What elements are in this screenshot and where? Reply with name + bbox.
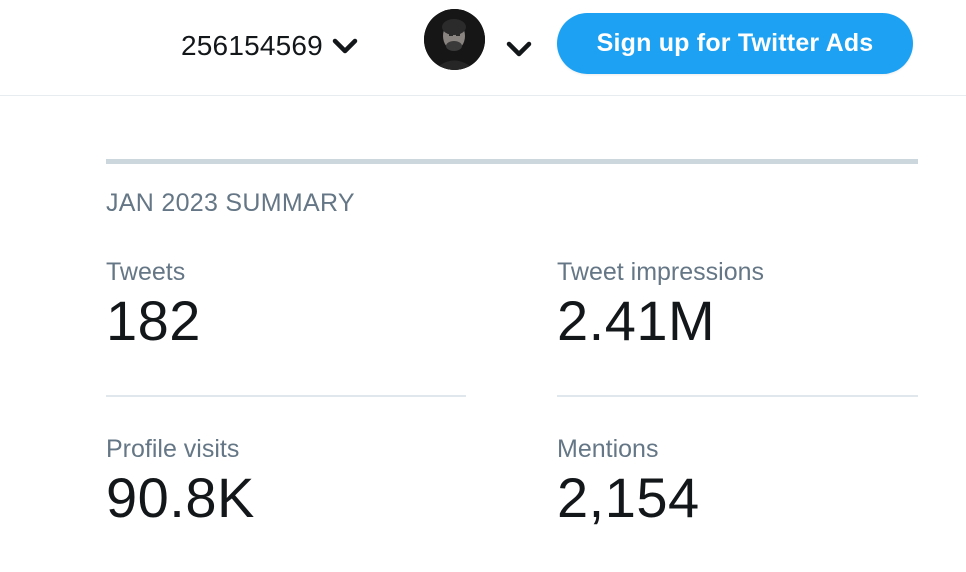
stat-divider <box>106 395 466 397</box>
chevron-down-icon[interactable] <box>506 40 532 58</box>
top-navigation-bar: 256154569 Sign up for Twitter Ads <box>0 0 966 96</box>
stat-profile-visits: Profile visits 90.8K <box>106 434 466 530</box>
summary-title: JAN 2023 SUMMARY <box>106 189 355 217</box>
chevron-down-icon <box>332 38 358 54</box>
stat-label: Mentions <box>557 435 659 463</box>
stat-mentions: Mentions 2,154 <box>557 434 917 530</box>
avatar[interactable] <box>424 9 485 70</box>
stat-tweets: Tweets 182 <box>106 257 466 353</box>
account-id: 256154569 <box>181 30 323 61</box>
stat-value: 2.41M <box>557 289 716 352</box>
stat-value: 90.8K <box>106 466 255 529</box>
summary-top-rule <box>106 159 918 164</box>
account-switcher[interactable]: 256154569 <box>181 27 358 65</box>
stat-value: 2,154 <box>557 466 700 529</box>
stat-label: Profile visits <box>106 435 240 463</box>
stat-tweet-impressions: Tweet impressions 2.41M <box>557 257 917 353</box>
stat-label: Tweet impressions <box>557 258 765 286</box>
stat-divider <box>557 395 918 397</box>
sign-up-twitter-ads-button[interactable]: Sign up for Twitter Ads <box>557 13 913 74</box>
monthly-summary: JAN 2023 SUMMARY <box>106 159 918 218</box>
profile-menu[interactable] <box>424 9 532 70</box>
avatar-image <box>424 9 485 70</box>
stat-label: Tweets <box>106 258 186 286</box>
stat-value: 182 <box>106 289 201 352</box>
